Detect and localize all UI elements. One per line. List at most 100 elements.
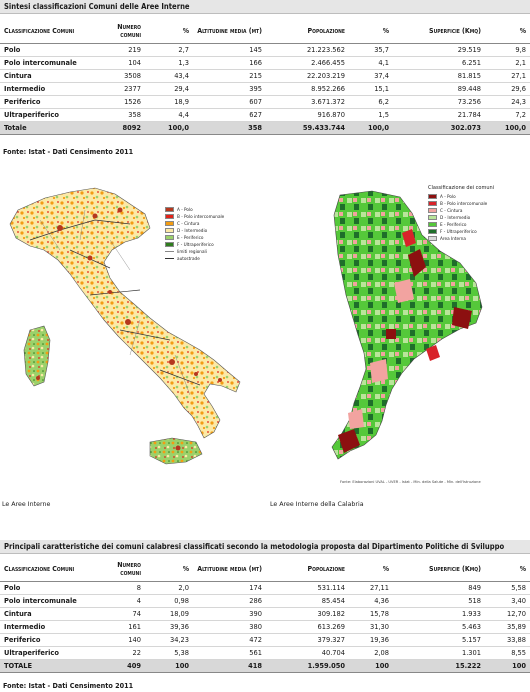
table-cell: 395 (193, 82, 266, 96)
total-cell: 100 (485, 658, 530, 673)
table-row: Intermedio 161 39,36 380 613.269 31,30 5.463 35… (0, 620, 530, 634)
table-cell: 9,8 (485, 43, 530, 57)
table-cell: 8 (100, 581, 145, 595)
table-cell: 74 (100, 607, 145, 621)
calabria-map-source: Fonte: Elaborazioni UVAL - UVER - Istat … (340, 480, 481, 484)
header-superficie: Superficie (Kmq) (393, 558, 485, 582)
table-cell: 2377 (100, 82, 145, 96)
row-label: Cintura (0, 607, 100, 621)
table-row: Ultraperiferico 358 4,4 627 916.870 1,5 21.784… (0, 108, 530, 122)
calabria-map-caption: Le Aree Interne della Calabria (270, 501, 364, 508)
table-cell: 849 (393, 581, 485, 595)
table-cell: 104 (100, 56, 145, 70)
total-cell: 8092 (100, 120, 145, 135)
total-cell: 100 (349, 658, 393, 673)
legend-swatch (428, 194, 437, 199)
table-cell: 627 (193, 108, 266, 122)
table-cell: 33,88 (485, 633, 530, 647)
legend-item: C - Cintura (165, 220, 224, 227)
table-cell: 518 (393, 594, 485, 608)
table-cell: 29,4 (145, 82, 193, 96)
calabria-region (331, 190, 483, 460)
legend-item: D - Intermedio (165, 227, 224, 234)
header-altitudine: Altitudine media (mt) (193, 558, 266, 582)
legend-item: limiti regionali (165, 248, 224, 255)
legend-swatch (165, 214, 174, 219)
total-cell: 15.222 (393, 658, 485, 673)
legend-label: E - Periferico (177, 235, 204, 240)
table-row: Ultraperiferico 22 5,38 561 40.704 2,08 1.301 8… (0, 646, 530, 660)
header-pct: % (485, 558, 530, 582)
table-cell: 219 (100, 43, 145, 57)
row-label: Ultraperiferico (0, 646, 100, 660)
table-cell: 2.466.455 (266, 56, 349, 70)
table-cell: 89.448 (393, 82, 485, 96)
row-label: Periferico (0, 95, 100, 109)
table-cell: 3,40 (485, 594, 530, 608)
legend-label: B - Polo intercomunale (177, 214, 225, 219)
legend-label: F - Ultraperiferico (177, 242, 214, 247)
table-cell: 3508 (100, 69, 145, 83)
legend-label: limiti regionali (177, 249, 207, 254)
table-cell: 29.519 (393, 43, 485, 57)
table1-title: Sintesi classificazioni Comuni delle Are… (0, 0, 530, 14)
header-altitudine: Altitudine media (mt) (193, 19, 266, 44)
legend-swatch (165, 207, 174, 212)
row-label: Polo (0, 581, 100, 595)
table-cell: 161 (100, 620, 145, 634)
table-cell: 24,3 (485, 95, 530, 109)
header-pct: % (349, 558, 393, 582)
table-cell: 27,1 (485, 69, 530, 83)
legend-line (165, 251, 174, 252)
table-cell: 22 (100, 646, 145, 660)
table-cell: 7,2 (485, 108, 530, 122)
table-row: Polo intercomunale 104 1,3 166 2.466.455 4,1 6… (0, 56, 530, 70)
italy-map-caption: Le Aree Interne (2, 501, 51, 508)
legend-label: autostrade (177, 256, 200, 261)
table-cell: 2,0 (145, 581, 193, 595)
table-cell: 43,4 (145, 69, 193, 83)
table-cell: 5,38 (145, 646, 193, 660)
table-cell: 15,1 (349, 82, 393, 96)
table-cell: 4,4 (145, 108, 193, 122)
legend-label: A - Polo (177, 207, 193, 212)
table-cell: 1,5 (349, 108, 393, 122)
table-cell: 531.114 (266, 581, 349, 595)
legend-item: D - Intermedio (428, 214, 494, 221)
table-cell: 21.223.562 (266, 43, 349, 57)
legend-item: B - Polo intercomunale (428, 200, 494, 207)
table-cell: 1.933 (393, 607, 485, 621)
table-cell: 6,2 (349, 95, 393, 109)
header-numero: Numero comuni (100, 558, 145, 582)
sardinia (23, 325, 51, 387)
header-superficie: Superficie (Kmq) (393, 19, 485, 44)
legend-swatch (428, 215, 437, 220)
table-row: Polo intercomunale 4 0,98 286 85.454 4,36 518 3… (0, 594, 530, 608)
legend-swatch (428, 229, 437, 234)
calabria-map: Classificazione dei comuni A - Polo B - P… (290, 183, 528, 487)
header-popolazione: Popolazione (266, 19, 349, 44)
table-cell: 5,58 (485, 581, 530, 595)
table-cell: 35,7 (349, 43, 393, 57)
table-cell: 380 (193, 620, 266, 634)
table-cell: 390 (193, 607, 266, 621)
legend-swatch (165, 221, 174, 226)
header-classificazione: Classificazione Comuni (0, 558, 100, 582)
table-cell: 31,30 (349, 620, 393, 634)
table-cell: 358 (100, 108, 145, 122)
table-total-row: Totale 8092 100,0 358 59.433.744 100,0 302.073… (0, 120, 530, 135)
table2-title: Principali caratteristiche dei comuni ca… (0, 540, 530, 554)
sicily (149, 437, 203, 465)
legend-item: C - Cintura (428, 207, 494, 214)
legend-item: F - Ultraperiferico (428, 228, 494, 235)
row-label: Ultraperiferico (0, 108, 100, 122)
row-label: Intermedio (0, 620, 100, 634)
table-cell: 18,9 (145, 95, 193, 109)
table-cell: 4,1 (349, 56, 393, 70)
table-cell: 27,11 (349, 581, 393, 595)
table-cell: 607 (193, 95, 266, 109)
table-cell: 613.269 (266, 620, 349, 634)
table-cell: 1,3 (145, 56, 193, 70)
legend-swatch (428, 208, 437, 213)
legend-label: F - Ultraperiferico (440, 229, 477, 234)
